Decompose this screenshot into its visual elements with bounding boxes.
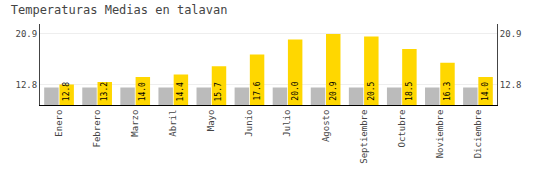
- svg-text:17.6: 17.6: [253, 81, 262, 100]
- svg-text:Julio: Julio: [282, 110, 292, 137]
- svg-text:12.8: 12.8: [62, 82, 71, 101]
- svg-text:14.4: 14.4: [176, 82, 185, 101]
- svg-text:Agosto: Agosto: [321, 110, 331, 143]
- svg-text:20.9: 20.9: [16, 29, 38, 39]
- svg-text:18.5: 18.5: [405, 81, 414, 100]
- svg-text:16.3: 16.3: [443, 82, 452, 101]
- svg-text:20.9: 20.9: [329, 81, 338, 100]
- svg-text:Octubre: Octubre: [397, 110, 407, 148]
- svg-text:Abril: Abril: [168, 110, 178, 137]
- svg-text:13.2: 13.2: [100, 82, 109, 101]
- svg-text:12.8: 12.8: [16, 80, 38, 90]
- svg-text:12.8: 12.8: [500, 80, 522, 90]
- svg-text:14.0: 14.0: [481, 82, 490, 101]
- svg-text:Marzo: Marzo: [130, 110, 140, 137]
- svg-text:14.0: 14.0: [138, 82, 147, 101]
- svg-text:Noviembre: Noviembre: [435, 110, 445, 159]
- svg-text:Diciembre: Diciembre: [473, 110, 483, 159]
- svg-text:Temperaturas Medias en talavan: Temperaturas Medias en talavan: [11, 3, 228, 17]
- svg-text:Enero: Enero: [54, 110, 64, 137]
- svg-text:15.7: 15.7: [214, 82, 223, 101]
- svg-text:20.0: 20.0: [291, 81, 300, 100]
- svg-text:Septiembre: Septiembre: [359, 110, 369, 164]
- svg-text:Mayo: Mayo: [206, 110, 216, 132]
- svg-text:Junio: Junio: [244, 110, 254, 137]
- svg-text:20.9: 20.9: [500, 29, 522, 39]
- svg-text:20.5: 20.5: [367, 81, 376, 100]
- svg-text:Febrero: Febrero: [92, 110, 102, 148]
